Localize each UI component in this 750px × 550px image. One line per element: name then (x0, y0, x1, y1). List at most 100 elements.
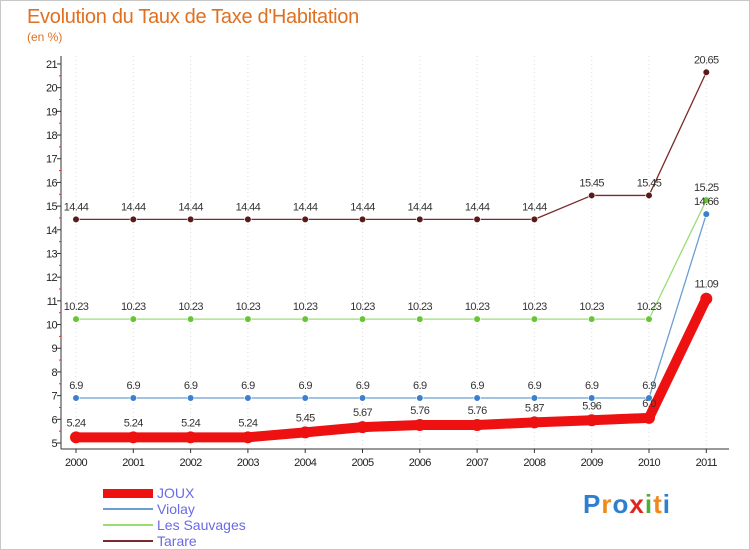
data-point-les-sauvages-2010 (645, 315, 653, 323)
data-point-les-sauvages-2005 (358, 315, 367, 323)
x-tick-label-2003: 2003 (237, 457, 260, 469)
series-layer (70, 68, 713, 444)
data-point-joux-2011 (700, 292, 713, 305)
data-point-violay-2009 (588, 394, 596, 402)
logo-letter: t (653, 489, 663, 519)
logo-letter: r (601, 489, 613, 519)
data-label-les-sauvages-2010: 10.23 (637, 301, 662, 313)
data-label-violay-2009: 6.9 (585, 380, 599, 392)
data-point-les-sauvages-2008 (530, 315, 539, 323)
data-label-tarare-2003: 14.44 (236, 201, 261, 213)
data-point-les-sauvages-2004 (301, 315, 309, 323)
data-label-les-sauvages-2002: 10.23 (178, 301, 203, 313)
data-label-tarare-2002: 14.44 (178, 201, 203, 213)
data-point-joux-2009 (585, 414, 598, 427)
data-point-violay-2004 (301, 394, 309, 402)
data-label-violay-2007: 6.9 (470, 380, 484, 392)
data-label-les-sauvages-2006: 10.23 (408, 301, 433, 313)
data-label-tarare-2007: 14.44 (465, 201, 490, 213)
legend-item-violay: Violay (103, 501, 246, 517)
data-point-joux-2001 (127, 431, 140, 444)
data-point-les-sauvages-2011 (702, 196, 710, 204)
data-label-joux-2005: 5.67 (353, 407, 372, 419)
x-tick-label-2004: 2004 (294, 457, 317, 469)
data-label-violay-2008: 6.9 (528, 380, 542, 392)
legend-swatch-joux (103, 488, 153, 498)
data-label-tarare-2010: 15.45 (637, 177, 662, 189)
data-label-violay-2005: 6.9 (356, 380, 370, 392)
legend: JOUX Violay Les Sauvages Tarare (103, 485, 246, 549)
y-tick-label-13: 13 (46, 248, 58, 260)
data-point-tarare-2011 (702, 68, 710, 76)
series-line-joux (71, 293, 712, 443)
data-point-violay-2000 (72, 394, 80, 402)
legend-swatch-violay (103, 508, 153, 510)
logo-letter: i (662, 489, 671, 519)
legend-swatch-les-sauvages (103, 524, 153, 526)
data-label-joux-2009: 5.96 (582, 400, 601, 412)
data-label-les-sauvages-2009: 10.23 (579, 301, 604, 313)
logo-letter: P (583, 489, 602, 519)
data-label-joux-2000: 5.24 (66, 417, 85, 429)
data-point-les-sauvages-2009 (588, 315, 596, 323)
y-tick-label-5: 5 (51, 438, 57, 450)
data-label-violay-2004: 6.9 (298, 380, 312, 392)
data-point-violay-2007 (473, 394, 481, 402)
legend-label-les-sauvages: Les Sauvages (157, 517, 246, 533)
data-point-joux-2008 (528, 416, 541, 429)
y-tick-label-16: 16 (46, 177, 58, 189)
legend-item-les-sauvages: Les Sauvages (103, 517, 246, 533)
data-label-les-sauvages-2011: 15.25 (694, 182, 719, 194)
data-point-tarare-2004 (301, 215, 309, 223)
data-label-tarare-2011: 20.65 (694, 54, 719, 66)
data-label-les-sauvages-2004: 10.23 (293, 301, 318, 313)
data-label-tarare-2001: 14.44 (121, 201, 146, 213)
data-label-les-sauvages-2005: 10.23 (350, 301, 375, 313)
chart-title: Evolution du Taux de Taxe d'Habitation (27, 6, 359, 28)
data-point-joux-2004 (299, 426, 312, 439)
y-tick-label-14: 14 (46, 225, 58, 237)
data-label-layer: 14.44 14.44 14.44 14.44 14.44 14.44 14.44 14.44… (64, 54, 720, 429)
data-label-joux-2010: 6.0 (642, 398, 656, 410)
grid-layer (75, 56, 707, 449)
data-point-tarare-2003 (244, 215, 252, 223)
data-label-violay-2011: 14.66 (694, 196, 719, 208)
y-tick-label-19: 19 (46, 106, 58, 118)
data-point-tarare-2006 (416, 215, 424, 223)
data-label-joux-2004: 5.45 (296, 412, 315, 424)
data-label-tarare-2000: 14.44 (64, 201, 89, 213)
y-tick-label-10: 10 (46, 320, 58, 332)
data-point-joux-2007 (471, 418, 484, 431)
data-point-violay-2011 (702, 210, 710, 218)
series-line-violay (75, 213, 707, 399)
data-point-tarare-2002 (187, 215, 195, 223)
x-tick-label-2009: 2009 (581, 457, 604, 469)
data-point-tarare-2008 (530, 215, 539, 223)
data-label-violay-2001: 6.9 (127, 380, 141, 392)
logo-letter: x (629, 489, 645, 519)
y-tick-label-7: 7 (51, 391, 57, 403)
data-label-les-sauvages-2000: 10.23 (64, 301, 89, 313)
data-label-violay-2002: 6.9 (184, 380, 198, 392)
data-label-joux-2002: 5.24 (181, 417, 200, 429)
data-point-joux-2010 (643, 411, 655, 424)
data-point-violay-2002 (187, 394, 195, 402)
data-label-violay-2006: 6.9 (413, 380, 427, 392)
data-point-tarare-2001 (129, 215, 137, 223)
data-point-les-sauvages-2001 (129, 315, 137, 323)
data-label-joux-2001: 5.24 (124, 417, 143, 429)
data-label-les-sauvages-2007: 10.23 (465, 301, 490, 313)
data-point-tarare-2007 (473, 215, 481, 223)
data-label-tarare-2004: 14.44 (293, 201, 318, 213)
data-label-joux-2007: 5.76 (468, 405, 487, 417)
data-point-les-sauvages-2000 (72, 315, 80, 323)
proxiti-logo: Proxiti (583, 489, 671, 520)
data-point-joux-2000 (70, 431, 82, 444)
x-tick-label-2006: 2006 (409, 457, 432, 469)
x-tick-label-2008: 2008 (523, 457, 546, 469)
logo-letter: o (612, 489, 630, 519)
y-tick-label-6: 6 (51, 414, 57, 426)
y-tick-label-20: 20 (46, 83, 58, 95)
data-point-joux-2003 (241, 431, 254, 444)
